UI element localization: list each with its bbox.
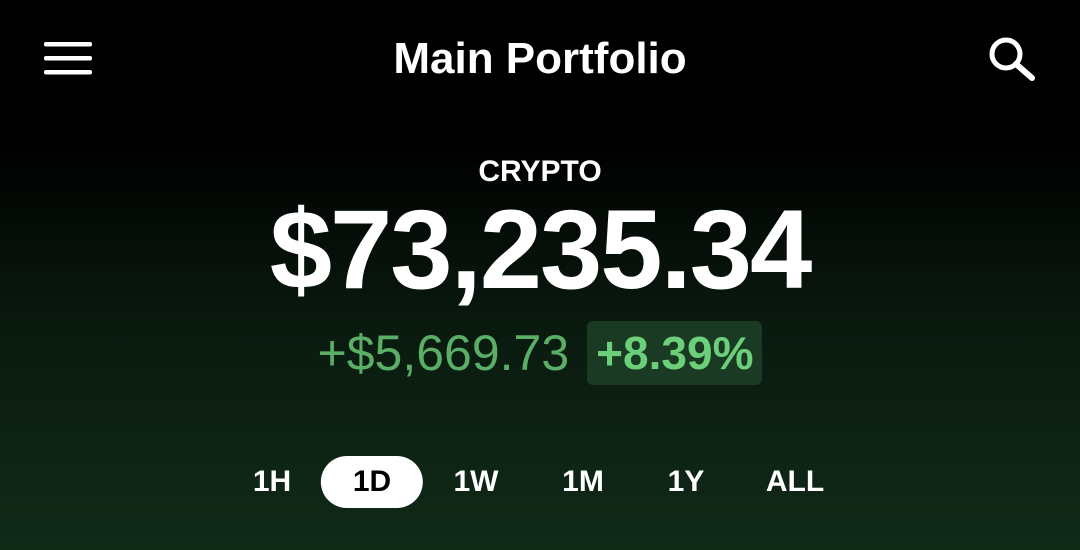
time-range-tab[interactable]: 1D: [320, 456, 424, 508]
time-range-tab[interactable]: ALL: [765, 465, 825, 498]
search-button[interactable]: [988, 36, 1038, 82]
time-range-tab[interactable]: 1Y: [667, 465, 705, 498]
time-range-tab[interactable]: 1H: [252, 465, 292, 498]
time-range-tab[interactable]: 1M: [562, 465, 604, 498]
change-row: +$5,669.73 +8.39%: [0, 321, 1080, 385]
menu-button[interactable]: [44, 42, 94, 76]
change-percent: +8.39%: [587, 321, 763, 385]
page-title: Main Portfolio: [393, 34, 687, 83]
time-range-tab[interactable]: 1W: [453, 465, 499, 498]
change-amount: +$5,669.73: [317, 325, 570, 381]
balance: $73,235.34: [269, 187, 813, 312]
time-range-tabs: 1H 1D 1W 1M 1Y ALL: [0, 456, 1080, 508]
portfolio-label: CRYPTO: [478, 155, 602, 188]
